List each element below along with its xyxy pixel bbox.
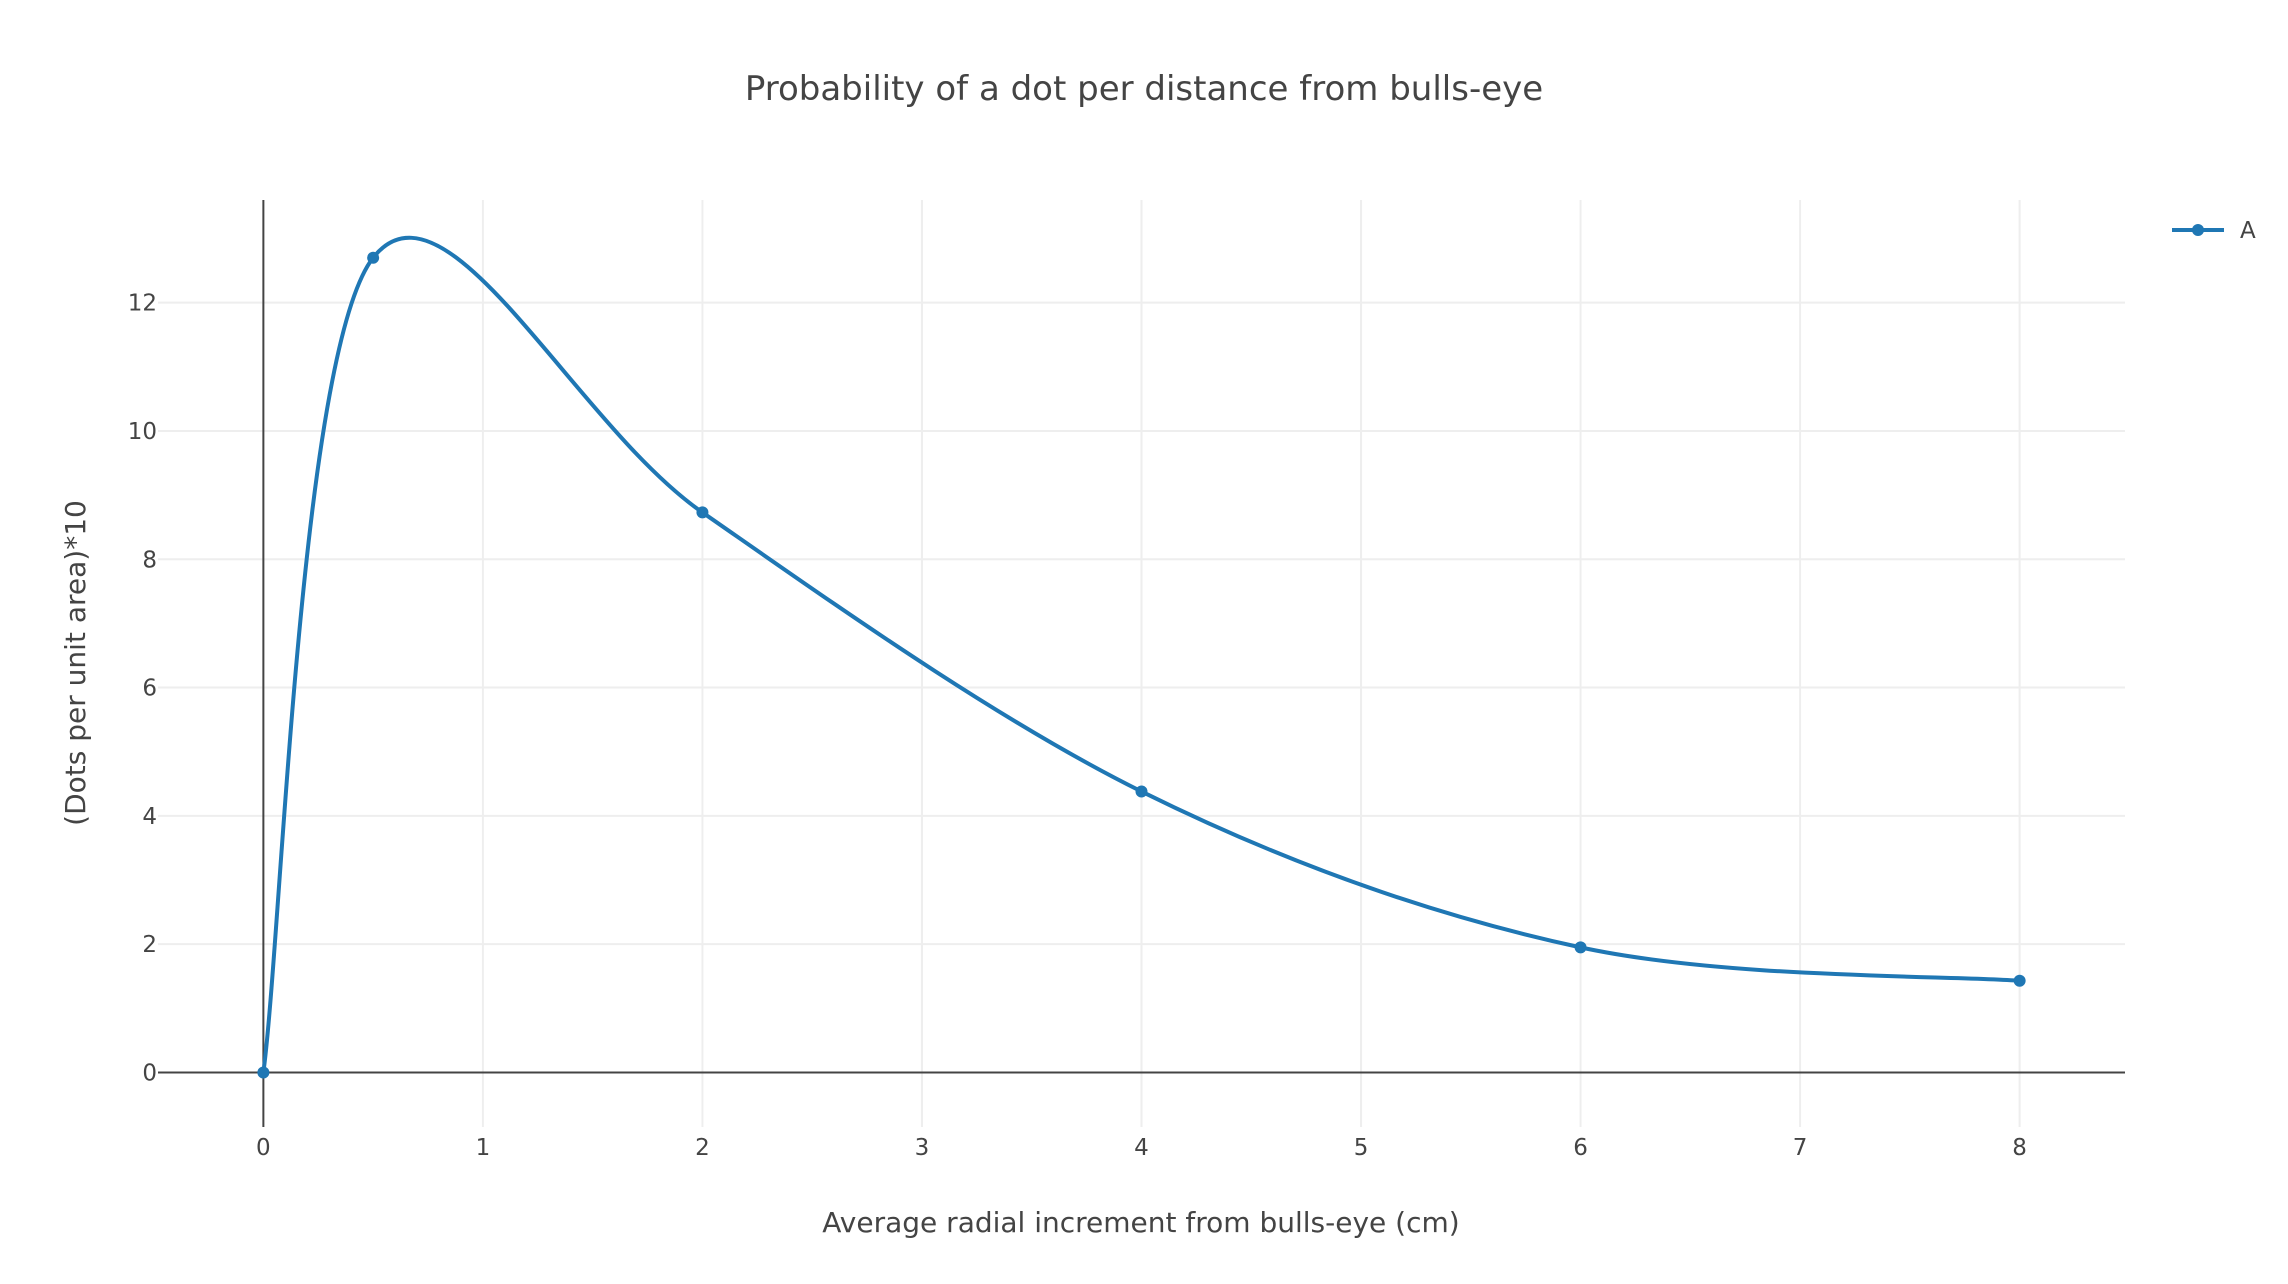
y-tick-label: 4 [142, 804, 157, 830]
x-tick-label: 7 [1793, 1135, 1808, 1161]
data-point[interactable] [2013, 974, 2026, 987]
legend[interactable]: A [2172, 218, 2256, 244]
data-point[interactable] [257, 1066, 270, 1079]
x-tick-label: 1 [476, 1135, 491, 1161]
series-line-a[interactable] [261, 236, 2022, 1075]
legend-label-a: A [2240, 218, 2256, 244]
legend-marker [2192, 224, 2204, 236]
x-tick-label: 3 [915, 1135, 930, 1161]
y-axis-title: (Dots per unit area)*10 [59, 500, 92, 826]
x-tick-label: 8 [2012, 1135, 2027, 1161]
data-point[interactable] [696, 506, 709, 519]
grid-layer [158, 200, 2125, 1127]
x-tick-label: 4 [1134, 1135, 1149, 1161]
data-point[interactable] [1574, 941, 1587, 954]
y-tick-label: 0 [142, 1060, 157, 1086]
x-tick-label: 5 [1354, 1135, 1369, 1161]
x-axis-title: Average radial increment from bulls-eye … [822, 1206, 1459, 1239]
zero-lines [158, 200, 2125, 1127]
x-tick-label: 6 [1573, 1135, 1588, 1161]
series-layer [257, 236, 2026, 1079]
y-tick-label: 6 [142, 676, 157, 702]
y-tick-label: 10 [128, 419, 157, 445]
x-tick-label: 0 [256, 1135, 271, 1161]
data-point[interactable] [1135, 785, 1148, 798]
y-tick-label: 12 [128, 291, 157, 317]
data-point[interactable] [367, 251, 380, 264]
y-tick-label: 8 [142, 547, 157, 573]
y-tick-label: 2 [142, 932, 157, 958]
chart-title: Probability of a dot per distance from b… [745, 69, 1543, 109]
x-tick-label: 2 [695, 1135, 710, 1161]
